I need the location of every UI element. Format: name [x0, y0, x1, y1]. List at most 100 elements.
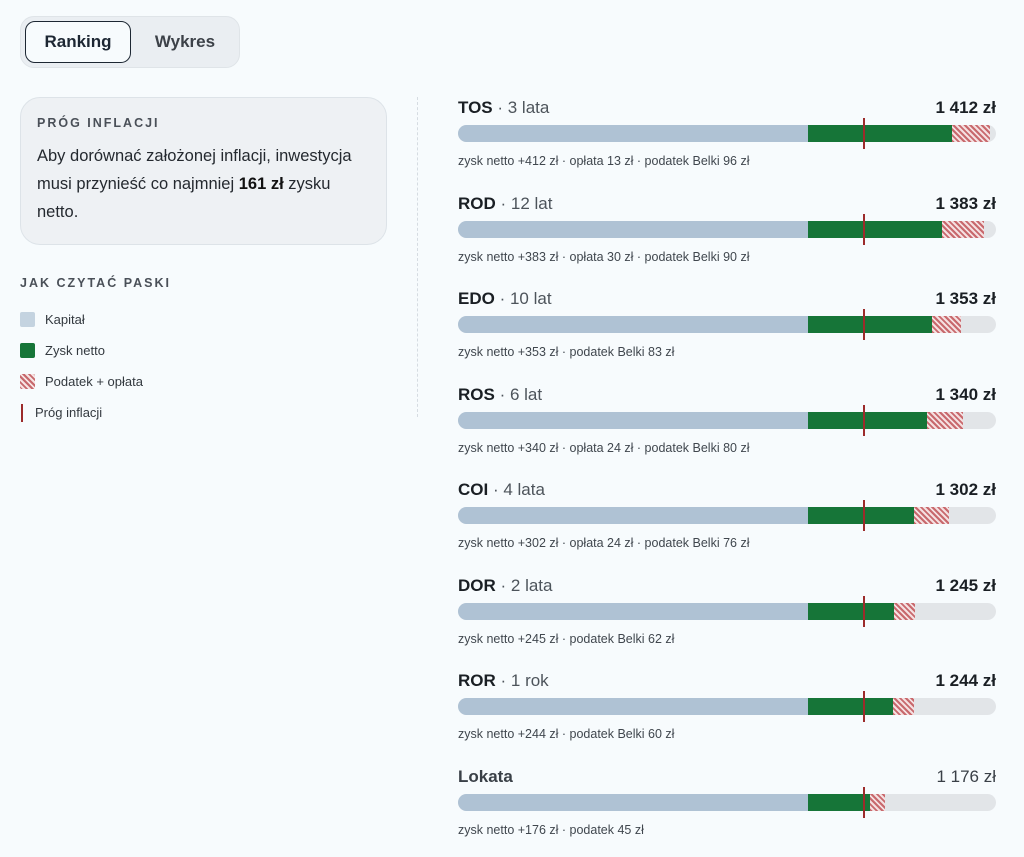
inflation-threshold-marker: [863, 118, 866, 149]
legend-label: Zysk netto: [45, 343, 105, 358]
row-code: DOR: [458, 575, 496, 595]
inflation-threshold-marker: [863, 691, 866, 722]
bar-capital-segment: [458, 220, 809, 238]
ranking-row: ROD · 12 lat 1 383 zł zysk netto +383 zł ·…: [458, 188, 996, 278]
bar-capital-segment: [458, 698, 809, 715]
ranking-row: Lokata 1 176 zł zysk netto +176 zł · podat…: [458, 761, 996, 851]
inflation-threshold-marker: [863, 404, 866, 436]
bar-capital-segment: [458, 125, 809, 142]
ranking-row: ROR · 1 rok 1 244 zł zysk netto +244 zł · …: [458, 665, 996, 755]
inflation-threshold-marker: [863, 309, 866, 340]
ranking-row: EDO · 10 lat 1 353 zł zysk netto +353 zł ·…: [458, 283, 996, 373]
legend-label: Podatek + opłata: [45, 374, 143, 389]
threshold-line-icon: [21, 403, 23, 422]
inflation-threshold-card: PRÓG INFLACJI Aby dorównać założonej inf…: [20, 97, 387, 245]
bar-capital-segment: [458, 793, 809, 811]
row-name: ROS · 6 lat: [458, 384, 543, 404]
tax-fee-swatch-icon: [20, 374, 35, 389]
legend-item-net: Zysk netto: [20, 335, 380, 366]
bar-tax-fee-segment: [942, 220, 985, 238]
tab-ranking[interactable]: Ranking: [25, 21, 131, 63]
column-divider: [417, 97, 418, 417]
net-profit-swatch-icon: [20, 343, 35, 358]
row-period: 3 lata: [507, 98, 550, 117]
bar-net-segment: [808, 507, 914, 524]
bar-capital-segment: [458, 602, 809, 620]
row-total: 1 383 zł: [935, 193, 997, 213]
ranking-row: DOR · 2 lata 1 245 zł zysk netto +245 zł ·…: [458, 570, 996, 660]
bar-net-segment: [808, 698, 894, 715]
bar-legend: JAK CZYTAĆ PASKI Kapitał Zysk netto Poda…: [20, 276, 380, 428]
row-code: ROS: [458, 384, 495, 404]
row-code: ROR: [458, 671, 496, 690]
row-period: 4 lata: [503, 480, 545, 499]
bar-net-segment: [808, 125, 953, 142]
row-total: 1 302 zł: [935, 480, 997, 499]
bar-tax-fee-segment: [893, 698, 915, 715]
row-header: DOR · 2 lata 1 245 zł: [458, 574, 996, 598]
bar-tax-fee-segment: [893, 602, 916, 620]
row-name: TOS · 3 lata: [458, 98, 550, 117]
legend-title: JAK CZYTAĆ PASKI: [20, 276, 171, 290]
row-header: EDO · 10 lat 1 353 zł: [458, 287, 996, 311]
bar-capital-segment: [458, 411, 809, 429]
row-header: TOS · 3 lata 1 412 zł: [458, 96, 996, 120]
row-total: 1 412 zł: [935, 98, 997, 117]
inflation-threshold-marker: [863, 500, 866, 531]
row-header: ROD · 12 lat 1 383 zł: [458, 192, 996, 216]
bar-tax-fee-segment: [931, 316, 961, 333]
legend-label: Kapitał: [45, 312, 85, 327]
row-code: COI: [458, 480, 489, 499]
inflation-card-title: PRÓG INFLACJI: [37, 116, 160, 130]
row-name: Lokata: [458, 767, 513, 787]
ranking-row: COI · 4 lata 1 302 zł zysk netto +302 zł ·…: [458, 474, 996, 564]
row-period: 6 lat: [509, 384, 543, 404]
row-detail: zysk netto +353 zł · podatek Belki 83 zł: [458, 345, 675, 359]
row-bar: [458, 698, 996, 715]
row-period: 2 lata: [510, 575, 553, 595]
row-code: EDO: [458, 289, 495, 308]
row-bar: [458, 507, 996, 524]
row-code: ROD: [458, 193, 496, 213]
row-name: DOR · 2 lata: [458, 575, 553, 595]
ranking-row: TOS · 3 lata 1 412 zł zysk netto +412 zł ·…: [458, 92, 996, 182]
bar-net-segment: [808, 411, 928, 429]
legend-item-tax: Podatek + opłata: [20, 366, 380, 397]
capital-swatch-icon: [20, 312, 35, 327]
ranking-row: ROS · 6 lat 1 340 zł zysk netto +340 zł · …: [458, 379, 996, 469]
bar-tax-fee-segment: [927, 411, 964, 429]
bar-tax-fee-segment: [869, 793, 886, 811]
row-period: 1 rok: [510, 671, 549, 690]
view-tabs: Ranking Wykres: [20, 16, 240, 68]
row-detail: zysk netto +176 zł · podatek 45 zł: [458, 822, 644, 837]
row-period: 10 lat: [509, 289, 552, 308]
bar-net-segment: [808, 220, 943, 238]
tab-wykres[interactable]: Wykres: [154, 32, 216, 51]
legend-label: Próg inflacji: [35, 405, 103, 420]
row-header: ROR · 1 rok 1 244 zł: [458, 669, 996, 693]
legend-item-threshold: Próg inflacji: [20, 397, 380, 428]
row-header: Lokata 1 176 zł: [458, 765, 996, 789]
bar-capital-segment: [458, 507, 809, 524]
row-total: 1 244 zł: [935, 671, 997, 690]
row-bar: [458, 125, 996, 142]
row-detail: zysk netto +245 zł · podatek Belki 62 zł: [458, 631, 675, 646]
row-header: COI · 4 lata 1 302 zł: [458, 478, 996, 502]
row-bar: [458, 316, 996, 333]
bar-net-segment: [808, 793, 870, 811]
row-bar: [458, 220, 996, 238]
row-code: TOS: [458, 98, 493, 117]
inflation-card-text: Aby dorównać założonej inflacji, inwesty…: [37, 142, 370, 226]
row-total: 1 340 zł: [935, 384, 997, 404]
inflation-threshold-marker: [863, 786, 866, 818]
row-name: ROR · 1 rok: [458, 671, 549, 690]
row-header: ROS · 6 lat 1 340 zł: [458, 383, 996, 407]
row-detail: zysk netto +340 zł · opłata 24 zł · poda…: [458, 440, 750, 455]
bar-net-segment: [808, 316, 932, 333]
row-code: Lokata: [458, 766, 513, 786]
row-name: COI · 4 lata: [458, 480, 545, 499]
legend-item-capital: Kapitał: [20, 304, 380, 335]
row-detail: zysk netto +302 zł · opłata 24 zł · poda…: [458, 536, 750, 550]
row-bar: [458, 411, 996, 429]
inflation-text-before: Aby dorównać założonej inflacji, inwesty…: [37, 147, 352, 193]
